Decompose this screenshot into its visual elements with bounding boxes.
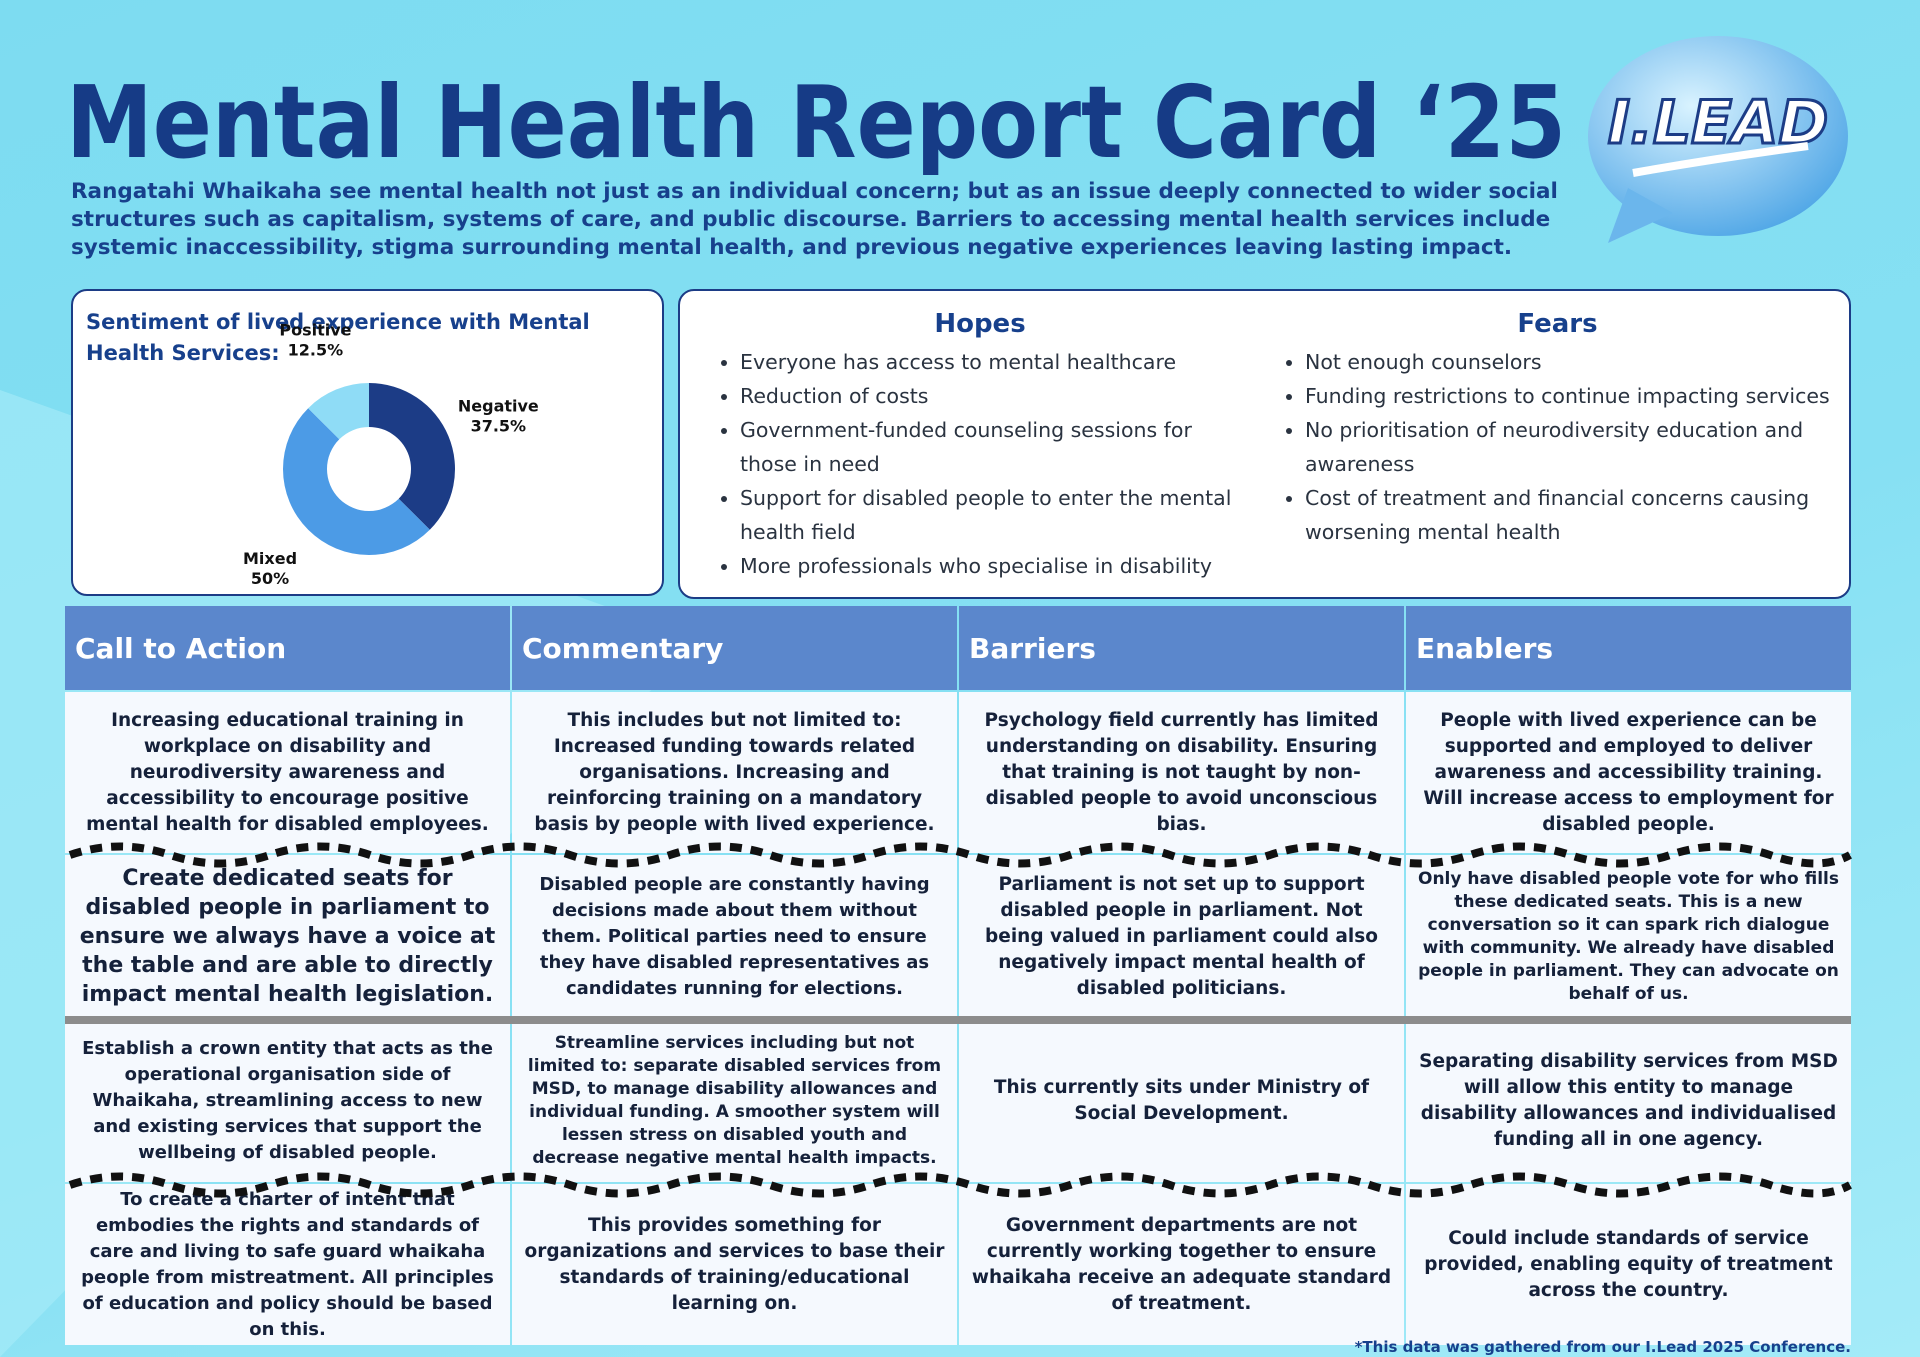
column-header: Call to Action xyxy=(65,606,510,690)
table-cell: Disabled people are constantly having de… xyxy=(512,855,957,1018)
hopes-column: Hopes Everyone has access to mental heal… xyxy=(710,309,1250,583)
slice-value: 12.5% xyxy=(288,341,344,360)
table-cell: This currently sits under Ministry of So… xyxy=(959,1020,1404,1182)
fears-item: Not enough counselors xyxy=(1305,345,1840,379)
action-table: Call to Action Commentary Barriers Enablers… xyxy=(65,606,1851,1345)
footnote: *This data was gathered from our I.Lead … xyxy=(1354,1338,1851,1356)
hopes-item: Support for disabled people to enter the… xyxy=(740,481,1250,549)
table-cell: To create a charter of intent that embod… xyxy=(65,1184,510,1345)
logo-bubble xyxy=(1588,36,1848,236)
hopes-item: Reduction of costs xyxy=(740,379,1250,413)
hopes-item: More professionals who specialise in dis… xyxy=(740,549,1250,583)
slice-label: Negative xyxy=(458,396,539,415)
logo: I.LEAD xyxy=(1588,36,1848,243)
table-cell: Create dedicated seats for disabled peop… xyxy=(65,855,510,1018)
fears-item: Cost of treatment and financial concerns… xyxy=(1305,481,1840,549)
intro-text: Rangatahi Whaikaha see mental health not… xyxy=(71,179,1558,260)
hopes-item: Everyone has access to mental healthcare xyxy=(740,345,1250,379)
hopes-list: Everyone has access to mental healthcare… xyxy=(710,345,1250,583)
table-cell: Only have disabled people vote for who f… xyxy=(1406,855,1851,1018)
slice-label: Positive xyxy=(279,321,351,340)
logo-swoosh xyxy=(1632,142,1809,177)
table-cell: Establish a crown entity that acts as th… xyxy=(65,1020,510,1182)
fears-list: Not enough counselorsFunding restriction… xyxy=(1275,345,1840,549)
table-cell: Separating disability services from MSD … xyxy=(1406,1020,1851,1182)
slice-value: 37.5% xyxy=(471,416,527,435)
hopes-title: Hopes xyxy=(934,309,1026,339)
table-cell: Increasing educational training in workp… xyxy=(65,692,510,853)
pie-slice xyxy=(369,383,456,530)
fears-column: Fears Not enough counselorsFunding restr… xyxy=(1275,309,1840,549)
slice-label: Mixed xyxy=(243,549,297,568)
table-cell: Government departments are not currently… xyxy=(959,1184,1404,1345)
column-header: Enablers xyxy=(1406,606,1851,690)
page-title: Mental Health Report Card ‘25 xyxy=(66,64,1566,175)
slice-value: 50% xyxy=(251,569,289,588)
table-cell: People with lived experience can be supp… xyxy=(1406,692,1851,853)
pie-slice xyxy=(283,408,430,555)
hopes-item: Government-funded counseling sessions fo… xyxy=(740,413,1250,481)
sentiment-card: Sentiment of lived experience with Menta… xyxy=(71,289,664,596)
table-cell: Could include standards of service provi… xyxy=(1406,1184,1851,1345)
fears-item: Funding restrictions to continue impacti… xyxy=(1305,379,1840,413)
logo-tail xyxy=(1608,188,1673,243)
table-cell: This includes but not limited to: Increa… xyxy=(512,692,957,853)
table-cell: Streamline services including but not li… xyxy=(512,1020,957,1182)
chart-title: Sentiment of lived experience with Menta… xyxy=(86,310,590,365)
column-header: Barriers xyxy=(959,606,1404,690)
pie-slice xyxy=(308,383,369,440)
fears-title: Fears xyxy=(1517,309,1598,339)
title-area: Mental Health Report Card ‘25 xyxy=(66,64,1566,175)
table-cell: Parliament is not set up to support disa… xyxy=(959,855,1404,1018)
table-cell: Psychology field currently has limited u… xyxy=(959,692,1404,853)
table-cell: This provides something for organization… xyxy=(512,1184,957,1345)
fears-item: No prioritisation of neurodiversity educ… xyxy=(1305,413,1840,481)
hopes-fears-card: Hopes Everyone has access to mental heal… xyxy=(678,289,1851,599)
column-header: Commentary xyxy=(512,606,957,690)
